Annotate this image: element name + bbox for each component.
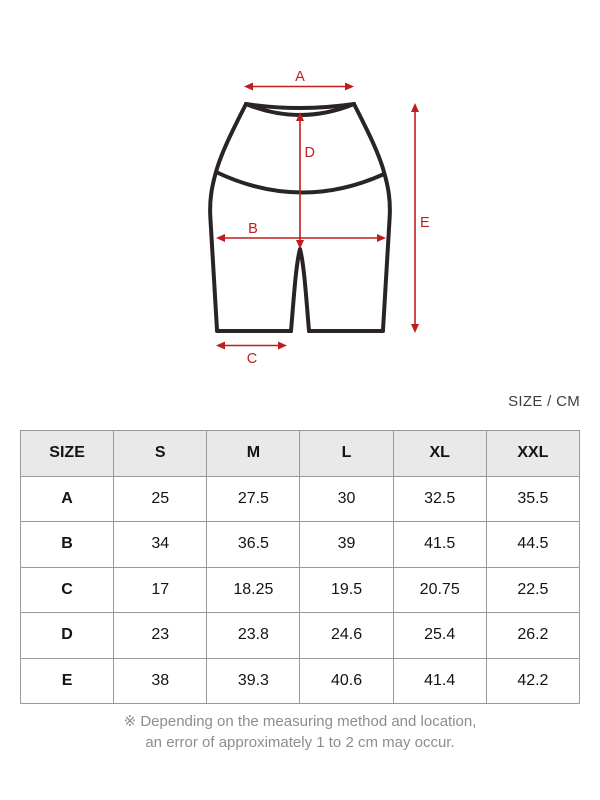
- arrow-c: C: [216, 341, 287, 367]
- size-value-cell: 19.5: [299, 566, 394, 613]
- size-value-cell: 25.4: [392, 612, 487, 659]
- size-value-cell: 20.75: [392, 566, 487, 613]
- size-value-cell: 17: [113, 566, 208, 613]
- size-value-cell: 41.5: [392, 521, 487, 568]
- measure-label-b: B: [248, 221, 258, 237]
- arrow-d: D: [296, 112, 315, 249]
- size-table-container: SIZE S M L XL XXL A 25 27.5 30 32.5 35.5 B 34 36.5 39 4…: [19, 430, 581, 704]
- size-table-row: C 17 18.25 19.5 20.75 22.5: [19, 566, 581, 613]
- arrow-a: A: [244, 69, 354, 91]
- measurement-diagram: A B C D E: [0, 0, 600, 392]
- footnote-line-1: ※ Depending on the measuring method and …: [123, 713, 477, 730]
- unit-label: SIZE / CM: [508, 393, 580, 410]
- size-column-header: L: [299, 430, 394, 477]
- measure-label-d: D: [305, 145, 315, 161]
- size-value-cell: 36.5: [206, 521, 301, 568]
- size-value-cell: 38: [113, 657, 208, 704]
- size-column-header: XL: [392, 430, 487, 477]
- size-table-body: A 25 27.5 30 32.5 35.5 B 34 36.5 39 41.5 44.5 C 17 18.…: [19, 475, 581, 704]
- size-table-row: E 38 39.3 40.6 41.4 42.2: [19, 657, 581, 704]
- size-value-cell: 35.5: [485, 475, 581, 522]
- size-value-cell: 18.25: [206, 566, 301, 613]
- size-value-cell: 27.5: [206, 475, 301, 522]
- size-value-cell: 39.3: [206, 657, 301, 704]
- arrow-b: B: [216, 221, 386, 242]
- size-value-cell: 23: [113, 612, 208, 659]
- size-column-header: M: [206, 430, 301, 477]
- size-column-header: XXL: [485, 430, 581, 477]
- size-value-cell: 30: [299, 475, 394, 522]
- size-value-cell: 23.8: [206, 612, 301, 659]
- size-table-row: A 25 27.5 30 32.5 35.5: [19, 475, 581, 522]
- measure-row-label: D: [19, 612, 115, 659]
- size-table-row: D 23 23.8 24.6 25.4 26.2: [19, 612, 581, 659]
- arrow-e: E: [411, 103, 430, 333]
- size-value-cell: 24.6: [299, 612, 394, 659]
- footnote-line-2: an error of approximately 1 to 2 cm may …: [145, 733, 455, 751]
- size-value-cell: 26.2: [485, 612, 581, 659]
- measure-label-c: C: [247, 351, 257, 367]
- measure-row-label: B: [19, 521, 115, 568]
- size-value-cell: 39: [299, 521, 394, 568]
- size-column-header: S: [113, 430, 208, 477]
- size-value-cell: 32.5: [392, 475, 487, 522]
- measure-row-label: C: [19, 566, 115, 613]
- shorts-outline-drawing: A B C D E: [208, 69, 430, 367]
- measure-label-e: E: [420, 215, 430, 231]
- size-value-cell: 44.5: [485, 521, 581, 568]
- size-value-cell: 25: [113, 475, 208, 522]
- measure-row-label: A: [19, 475, 115, 522]
- footnote: ※ Depending on the measuring method and …: [0, 712, 600, 753]
- size-table-header-row: SIZE S M L XL XXL: [19, 430, 581, 477]
- size-value-cell: 40.6: [299, 657, 394, 704]
- size-column-header: SIZE: [19, 430, 115, 477]
- measure-row-label: E: [19, 657, 115, 704]
- measure-label-a: A: [295, 69, 305, 85]
- size-value-cell: 42.2: [485, 657, 581, 704]
- size-value-cell: 22.5: [485, 566, 581, 613]
- size-table: SIZE S M L XL XXL A 25 27.5 30 32.5 35.5 B 34 36.5 39 4…: [19, 430, 581, 704]
- size-value-cell: 34: [113, 521, 208, 568]
- size-table-head: SIZE S M L XL XXL: [19, 430, 581, 477]
- size-table-row: B 34 36.5 39 41.5 44.5: [19, 521, 581, 568]
- size-value-cell: 41.4: [392, 657, 487, 704]
